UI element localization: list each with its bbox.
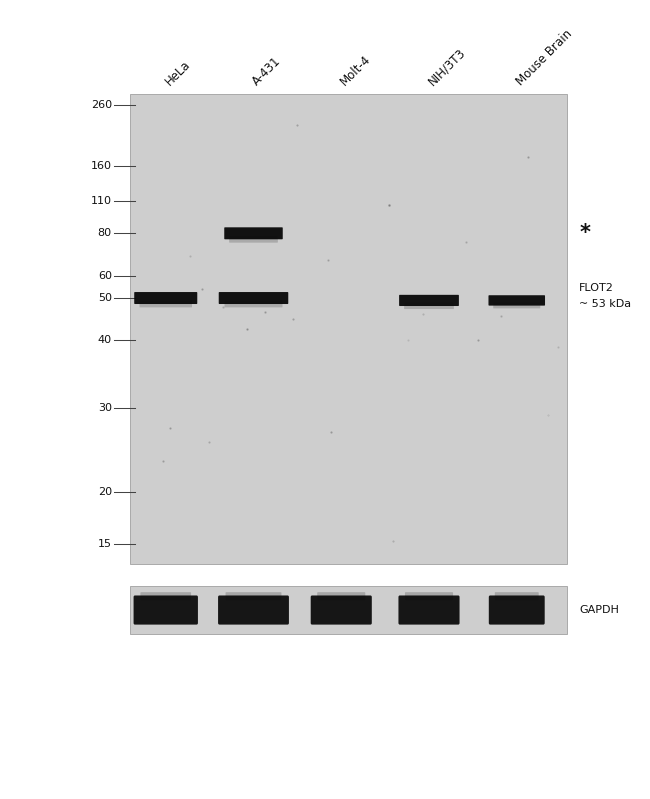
FancyBboxPatch shape [311, 595, 372, 625]
FancyBboxPatch shape [135, 292, 198, 304]
FancyBboxPatch shape [140, 592, 191, 600]
FancyBboxPatch shape [140, 300, 192, 308]
FancyBboxPatch shape [229, 236, 278, 243]
FancyBboxPatch shape [405, 592, 453, 600]
FancyBboxPatch shape [489, 295, 545, 305]
Text: A-431: A-431 [250, 54, 284, 88]
FancyBboxPatch shape [399, 295, 459, 306]
FancyBboxPatch shape [495, 592, 539, 600]
Bar [130, 94, 567, 564]
Text: 260: 260 [91, 100, 112, 109]
Text: FLOT2: FLOT2 [579, 284, 614, 293]
FancyBboxPatch shape [398, 595, 460, 625]
Text: 50: 50 [98, 293, 112, 303]
Text: 30: 30 [98, 403, 112, 413]
FancyBboxPatch shape [224, 300, 283, 308]
FancyBboxPatch shape [134, 595, 198, 625]
Text: *: * [579, 223, 590, 244]
Text: 15: 15 [98, 539, 112, 549]
Text: Molt-4: Molt-4 [338, 53, 374, 88]
FancyBboxPatch shape [404, 303, 454, 309]
FancyBboxPatch shape [224, 227, 283, 239]
Text: HeLa: HeLa [162, 58, 193, 88]
FancyBboxPatch shape [493, 302, 540, 308]
Text: Mouse Brain: Mouse Brain [514, 27, 575, 88]
Bar [130, 586, 567, 634]
FancyBboxPatch shape [317, 592, 365, 600]
Text: NIH/3T3: NIH/3T3 [426, 46, 468, 88]
FancyBboxPatch shape [218, 292, 288, 304]
Text: GAPDH: GAPDH [579, 605, 619, 615]
FancyBboxPatch shape [218, 595, 289, 625]
Text: 40: 40 [98, 336, 112, 345]
Text: 160: 160 [91, 161, 112, 171]
Text: 60: 60 [98, 271, 112, 280]
Text: 80: 80 [98, 229, 112, 238]
FancyBboxPatch shape [226, 592, 281, 600]
Text: 20: 20 [98, 487, 112, 497]
FancyBboxPatch shape [489, 595, 545, 625]
Text: ~ 53 kDa: ~ 53 kDa [579, 300, 631, 309]
Text: 110: 110 [91, 197, 112, 206]
